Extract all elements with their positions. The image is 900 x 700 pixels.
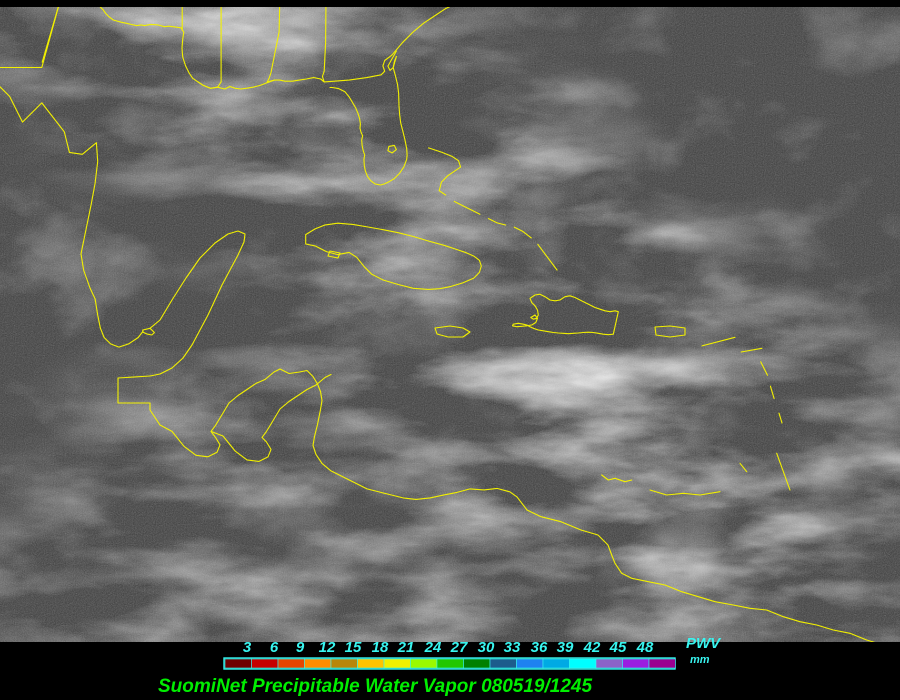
svg-text:45: 45 bbox=[609, 639, 627, 656]
svg-text:24: 24 bbox=[424, 639, 442, 656]
svg-text:30: 30 bbox=[478, 639, 495, 656]
svg-text:6: 6 bbox=[270, 639, 279, 656]
svg-text:18: 18 bbox=[372, 639, 389, 656]
svg-text:3: 3 bbox=[243, 639, 252, 656]
svg-text:SuomiNet Precipitable Water Va: SuomiNet Precipitable Water Vapor 080519… bbox=[158, 676, 592, 697]
svg-text:12: 12 bbox=[319, 639, 336, 656]
svg-text:mm: mm bbox=[690, 654, 710, 666]
svg-text:27: 27 bbox=[450, 639, 468, 656]
svg-text:21: 21 bbox=[397, 639, 415, 656]
svg-text:15: 15 bbox=[345, 639, 362, 656]
svg-text:42: 42 bbox=[583, 639, 601, 656]
svg-text:39: 39 bbox=[557, 639, 574, 656]
svg-text:9: 9 bbox=[296, 639, 305, 656]
svg-text:33: 33 bbox=[504, 639, 521, 656]
svg-text:48: 48 bbox=[636, 639, 654, 656]
svg-text:PWV: PWV bbox=[686, 635, 722, 652]
svg-text:36: 36 bbox=[531, 639, 548, 656]
